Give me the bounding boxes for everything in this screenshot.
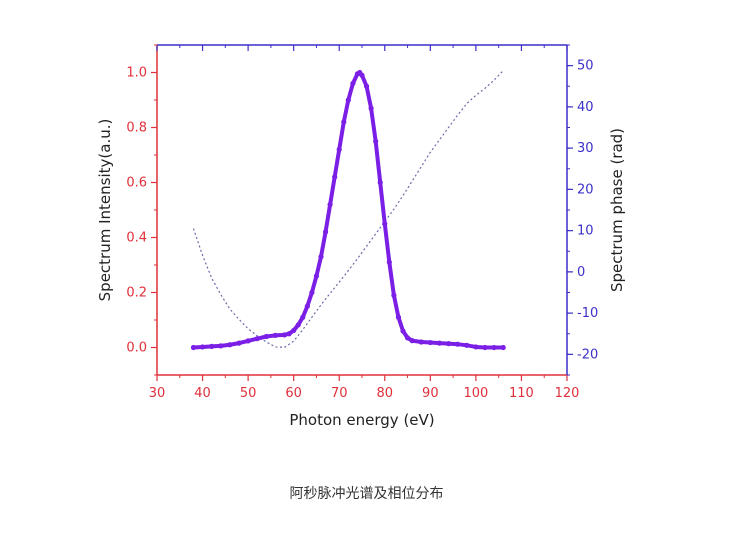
intensity-point [445, 341, 452, 347]
y-tick-label: 0.8 [126, 121, 147, 136]
y2-tick-label: 20 [577, 182, 594, 197]
x-axis: 30 40 50 60 70 80 90 100 110 120 [149, 45, 580, 401]
x-tick-label: 110 [509, 386, 534, 401]
x-tick-label: 30 [149, 386, 166, 401]
intensity-point [491, 344, 497, 351]
intensity-point [291, 327, 297, 334]
y-tick-label: 0.6 [126, 176, 147, 191]
y-axis-right: -20 -10 0 10 20 30 40 50 [567, 44, 598, 376]
intensity-point [304, 303, 310, 309]
plot-frame [156, 44, 568, 376]
intensity-point [313, 273, 320, 279]
intensity-point [309, 289, 315, 296]
y2-tick-label: 10 [577, 224, 594, 239]
intensity-point [400, 328, 406, 334]
intensity-point [341, 119, 347, 125]
intensity-point [336, 146, 342, 153]
intensity-point [391, 292, 397, 298]
intensity-point [345, 97, 351, 103]
intensity-point [254, 336, 260, 342]
x-tick-label: 60 [285, 386, 302, 401]
x-tick-label: 120 [555, 386, 580, 401]
y-tick-label: 0.4 [126, 231, 147, 246]
intensity-point [209, 343, 215, 349]
intensity-point [500, 344, 506, 351]
x-tick-label: 100 [463, 386, 488, 401]
intensity-point [332, 174, 338, 180]
intensity-point [368, 105, 374, 111]
intensity-point [218, 343, 224, 349]
x-tick-label: 50 [240, 386, 257, 401]
y2-tick-label: -20 [577, 347, 598, 362]
intensity-point [322, 229, 329, 235]
y2-tick-label: 50 [577, 59, 594, 74]
intensity-point [295, 322, 301, 328]
intensity-point [409, 338, 415, 344]
phase-line [192, 70, 504, 348]
intensity-point [377, 179, 383, 186]
y-axis-left: 0.0 0.2 0.4 0.6 0.8 1.0 [126, 44, 157, 376]
intensity-point [436, 340, 443, 346]
intensity-point [386, 259, 392, 265]
y-tick-label: 0.2 [126, 286, 147, 301]
intensity-dots-series [190, 69, 506, 351]
intensity-point [373, 138, 379, 144]
y2-tick-label: 40 [577, 100, 594, 115]
intensity-point [286, 331, 292, 337]
intensity-point [404, 335, 411, 341]
intensity-point [300, 314, 306, 320]
intensity-point [263, 333, 269, 340]
y-tick-label: 0.0 [126, 341, 147, 356]
x-tick-label: 80 [377, 386, 394, 401]
intensity-point [464, 342, 470, 348]
x-tick-label: 90 [422, 386, 439, 401]
y2-axis-title: Spectrum phase (rad) [608, 128, 626, 292]
y-axis-title: Spectrum Intensity(a.u.) [96, 119, 114, 302]
phase-series [192, 70, 504, 348]
intensity-point [199, 344, 206, 350]
y2-tick-label: 0 [577, 265, 585, 280]
intensity-point [359, 72, 365, 78]
figure-caption: 阿秒脉冲光谱及相位分布 [289, 486, 444, 502]
intensity-dots-line [191, 70, 506, 350]
y2-tick-label: 30 [577, 141, 594, 156]
intensity-point [236, 340, 242, 346]
x-tick-label: 70 [331, 386, 348, 401]
intensity-point [455, 341, 461, 347]
intensity-point [427, 339, 433, 346]
intensity-point [350, 80, 356, 87]
intensity-point [190, 344, 197, 351]
x-tick-label: 40 [194, 386, 211, 401]
intensity-point [482, 344, 488, 351]
intensity-point [227, 342, 233, 348]
intensity-point [418, 339, 424, 345]
intensity-point [473, 344, 479, 350]
intensity-point [281, 332, 288, 338]
intensity-point [272, 332, 279, 338]
x-axis-title: Photon energy (eV) [289, 411, 434, 429]
intensity-point [395, 314, 402, 320]
intensity-point [245, 338, 251, 344]
intensity-point [318, 254, 324, 260]
y2-tick-label: -10 [577, 306, 598, 321]
y-tick-label: 1.0 [126, 66, 147, 81]
intensity-point [327, 201, 333, 208]
intensity-point [382, 221, 388, 227]
intensity-point [363, 83, 370, 89]
